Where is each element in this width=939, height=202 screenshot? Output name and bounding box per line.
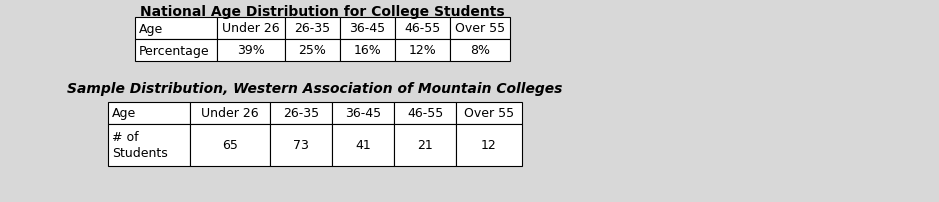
Bar	[285, 40, 340, 62]
Bar	[395, 40, 450, 62]
Text: 21: 21	[417, 139, 433, 152]
Text: 36-45: 36-45	[345, 107, 381, 120]
Bar	[270, 102, 332, 124]
Text: 25%: 25%	[299, 44, 327, 57]
Text: 41: 41	[355, 139, 371, 152]
Bar	[456, 124, 522, 166]
Text: 73: 73	[293, 139, 309, 152]
Bar	[450, 18, 510, 40]
Text: Under 26: Under 26	[201, 107, 259, 120]
Bar	[190, 124, 270, 166]
Bar	[340, 40, 395, 62]
Bar	[285, 18, 340, 40]
Text: 12%: 12%	[408, 44, 437, 57]
Text: 65: 65	[222, 139, 238, 152]
Bar	[332, 124, 394, 166]
Text: Age: Age	[139, 22, 163, 35]
Text: Over 55: Over 55	[464, 107, 514, 120]
Text: 36-45: 36-45	[349, 22, 386, 35]
Bar	[394, 124, 456, 166]
Text: 46-55: 46-55	[407, 107, 443, 120]
Bar	[217, 18, 285, 40]
Text: 39%: 39%	[238, 44, 265, 57]
Text: # of
Students: # of Students	[112, 130, 168, 159]
Bar	[394, 102, 456, 124]
Bar	[135, 40, 217, 62]
Text: 26-35: 26-35	[283, 107, 319, 120]
Bar	[190, 102, 270, 124]
Bar	[332, 102, 394, 124]
Text: Under 26: Under 26	[223, 22, 280, 35]
Text: 16%: 16%	[354, 44, 381, 57]
Text: 8%: 8%	[470, 44, 490, 57]
Bar	[450, 40, 510, 62]
Text: Percentage: Percentage	[139, 44, 209, 57]
Bar	[217, 40, 285, 62]
Text: National Age Distribution for College Students: National Age Distribution for College St…	[140, 5, 505, 19]
Bar	[456, 102, 522, 124]
Bar	[108, 124, 190, 166]
Text: 12: 12	[481, 139, 497, 152]
Text: Over 55: Over 55	[454, 22, 505, 35]
Text: 46-55: 46-55	[405, 22, 440, 35]
Bar	[135, 18, 217, 40]
Bar	[395, 18, 450, 40]
Text: 26-35: 26-35	[295, 22, 331, 35]
Bar	[270, 124, 332, 166]
Bar	[340, 18, 395, 40]
Text: Sample Distribution, Western Association of Mountain Colleges: Sample Distribution, Western Association…	[68, 82, 562, 96]
Text: Age: Age	[112, 107, 136, 120]
Bar	[108, 102, 190, 124]
